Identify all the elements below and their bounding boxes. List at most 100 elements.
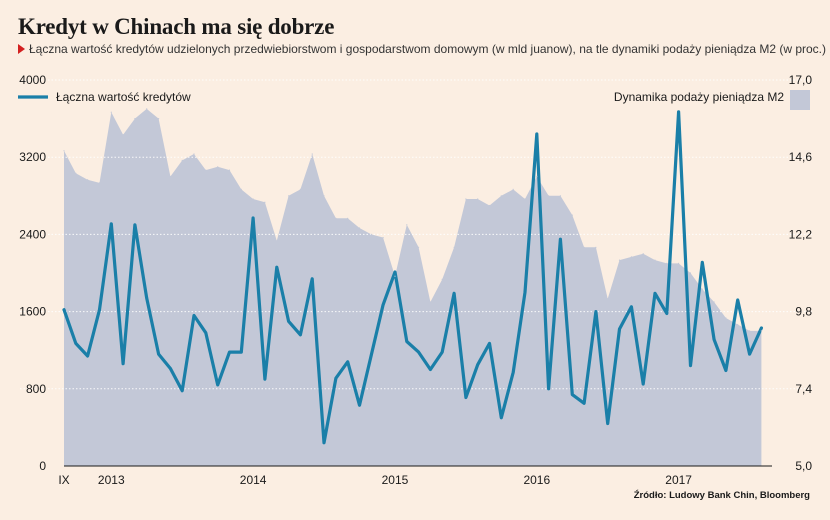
left-tick-label: 4000 <box>19 73 46 87</box>
credit-point <box>417 350 420 354</box>
credit-point <box>701 261 704 264</box>
legend-m2-label: Dynamika podaży pieniądza M2 <box>614 90 784 104</box>
m2-point <box>453 246 455 248</box>
subtitle-marker-icon <box>18 44 25 54</box>
m2-point <box>252 198 254 200</box>
right-axis-ticks: 5,0 7,4 9,8 12,2 14,6 17,0 <box>789 73 813 473</box>
m2-point <box>134 118 136 120</box>
credit-point <box>228 350 231 354</box>
credit-point <box>405 340 408 343</box>
credit-point <box>74 342 78 345</box>
credit-point <box>523 291 527 294</box>
x-tick-label: 2015 <box>382 473 409 487</box>
m2-point <box>536 175 538 178</box>
credit-point <box>441 350 444 354</box>
credit-point <box>240 350 243 354</box>
credit-point <box>476 363 479 366</box>
credit-point <box>169 367 172 370</box>
credit-point <box>500 416 503 419</box>
credit-point <box>98 308 101 311</box>
credit-point <box>582 402 586 405</box>
credit-point <box>251 216 255 220</box>
credit-point <box>748 352 751 356</box>
m2-point <box>311 153 313 155</box>
m2-point <box>217 166 219 168</box>
credit-point <box>145 296 148 300</box>
credit-point <box>712 338 716 341</box>
credit-point <box>677 110 680 114</box>
credit-point <box>299 333 302 336</box>
m2-point <box>299 188 301 190</box>
credit-point <box>642 382 645 386</box>
m2-point <box>205 169 207 171</box>
m2-point <box>500 195 502 197</box>
m2-point <box>666 262 668 264</box>
m2-point <box>418 246 420 248</box>
credit-point <box>157 352 160 356</box>
m2-point <box>737 323 739 326</box>
credit-point <box>121 362 125 365</box>
m2-point <box>406 224 408 226</box>
m2-point <box>394 275 396 277</box>
m2-point <box>335 217 337 219</box>
credit-point <box>760 326 763 330</box>
credit-point <box>665 312 668 315</box>
legend-credit-label: Łączna wartość kredytów <box>56 90 191 104</box>
credit-points <box>62 110 763 444</box>
right-tick-label: 9,8 <box>795 305 812 319</box>
credit-point <box>571 393 574 396</box>
credit-point <box>653 292 657 295</box>
credit-point <box>181 389 184 392</box>
m2-point <box>760 330 763 332</box>
m2-point <box>701 288 703 290</box>
credit-point <box>204 331 207 334</box>
m2-point <box>477 198 479 200</box>
credit-point <box>287 320 290 323</box>
m2-point <box>654 259 656 261</box>
credit-point <box>263 377 267 381</box>
m2-point <box>642 253 644 255</box>
credit-point <box>559 238 562 241</box>
credit-point <box>275 266 278 269</box>
m2-point <box>228 169 231 171</box>
m2-point <box>181 159 183 161</box>
m2-point <box>548 195 550 197</box>
credit-point <box>488 342 491 345</box>
m2-point <box>618 259 621 261</box>
x-tick-label: 2014 <box>240 473 267 487</box>
m2-point <box>276 240 278 242</box>
left-tick-label: 0 <box>39 459 46 473</box>
credit-point <box>381 303 385 306</box>
m2-point <box>749 330 751 332</box>
credit-point <box>86 354 89 358</box>
m2-point <box>347 217 349 219</box>
right-tick-label: 17,0 <box>789 73 813 87</box>
m2-point <box>595 246 597 248</box>
x-tick-label: 2013 <box>98 473 125 487</box>
left-axis-ticks: 0 800 1600 2400 3200 4000 <box>19 73 46 473</box>
credit-point <box>464 396 468 399</box>
credit-point <box>736 298 739 302</box>
m2-point <box>323 195 325 197</box>
credit-point <box>594 310 598 313</box>
credit-point <box>346 360 349 363</box>
credit-point <box>452 292 456 295</box>
m2-point <box>713 301 715 303</box>
left-tick-label: 3200 <box>19 150 46 164</box>
right-tick-label: 14,6 <box>789 150 813 164</box>
m2-point <box>288 195 290 197</box>
m2-point <box>358 227 361 229</box>
credit-point <box>110 222 113 225</box>
credit-point <box>322 441 326 444</box>
credit-point <box>512 371 515 374</box>
m2-point <box>607 298 609 300</box>
legend-credit: Łączna wartość kredytów <box>18 90 191 104</box>
chart-subtitle: Łączna wartość kredytów udzielonych prze… <box>18 42 826 56</box>
left-tick-label: 800 <box>26 382 46 396</box>
right-tick-label: 12,2 <box>789 227 813 241</box>
m2-point <box>98 182 101 184</box>
credit-point <box>547 387 550 390</box>
m2-point <box>122 134 124 136</box>
credit-point <box>370 353 373 357</box>
m2-point <box>240 188 242 190</box>
